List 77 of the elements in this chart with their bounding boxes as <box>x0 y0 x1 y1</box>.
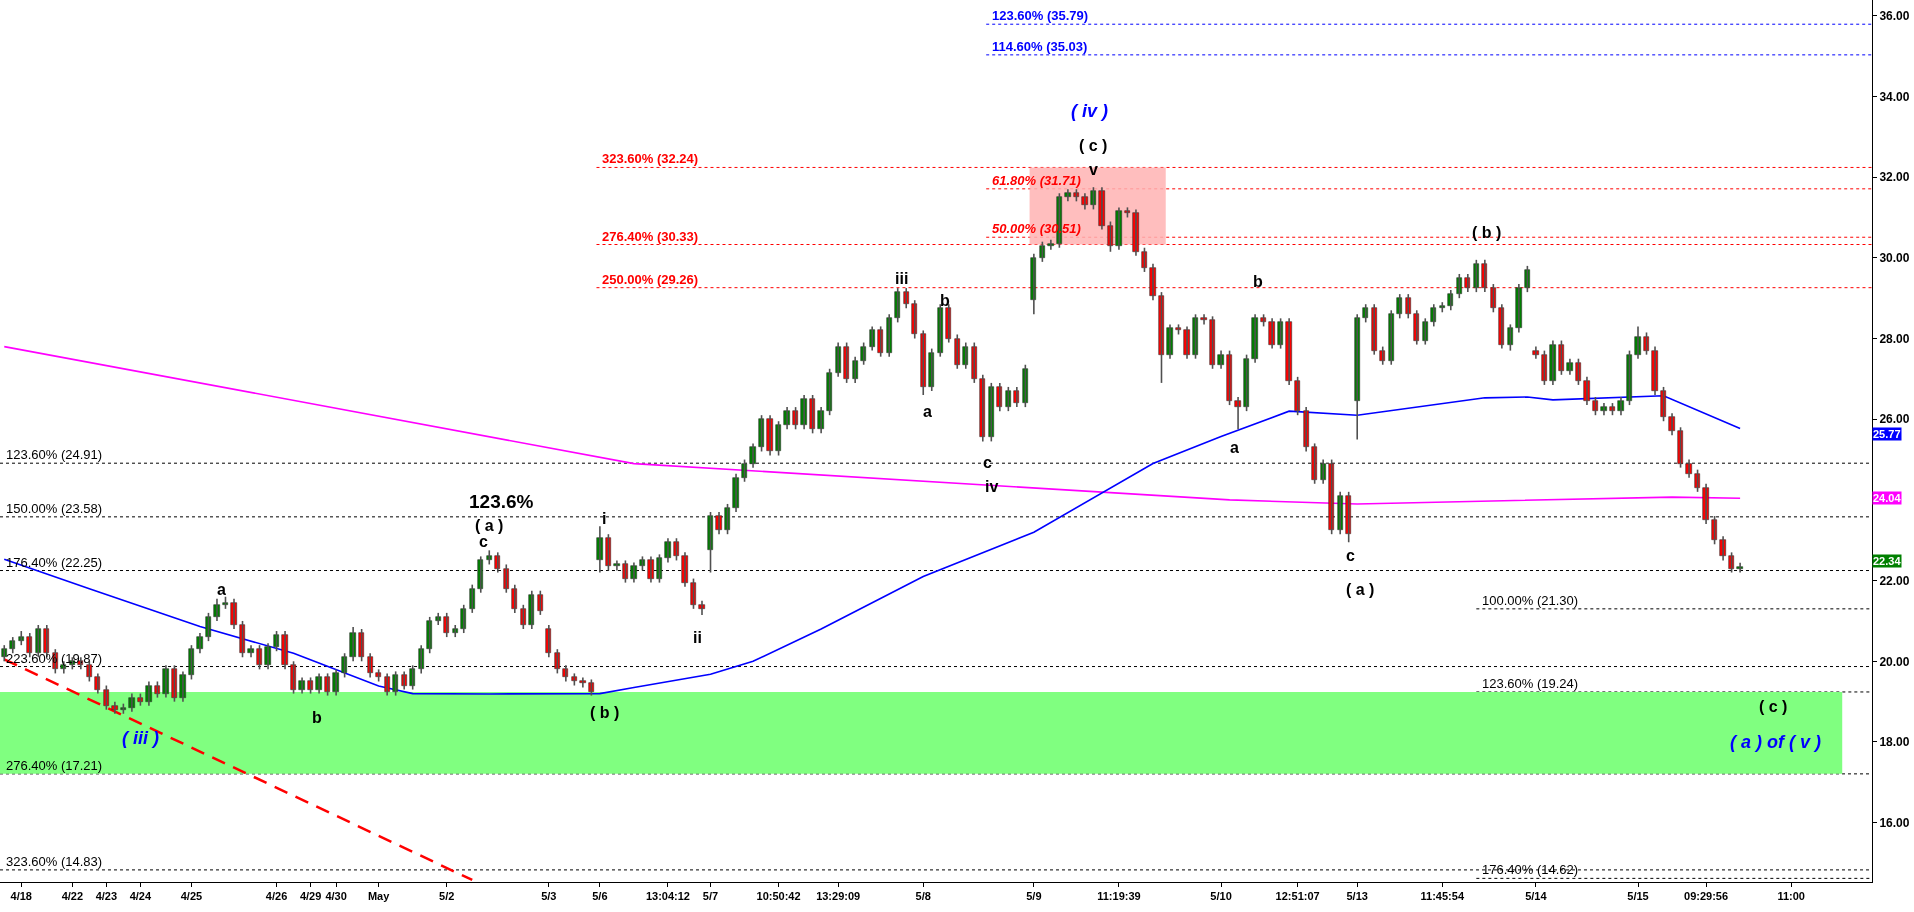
y-tick-label: 20.00 <box>1879 654 1910 669</box>
ref-line-label: 150.00% (23.58) <box>6 501 103 516</box>
x-tick-label: 13:04:12 <box>645 890 690 903</box>
annotation: ( c ) <box>1079 137 1108 154</box>
y-tick-label: 34.00 <box>1879 89 1910 104</box>
text: 22.34 <box>1873 555 1902 567</box>
annotation: b <box>312 709 322 726</box>
y-tick-label: 22.00 <box>1879 573 1910 588</box>
ref-line-label: 276.40% (30.33) <box>602 229 699 244</box>
ref-line-label: 123.60% (35.79) <box>992 8 1089 23</box>
annotation: ( a ) of ( v ) <box>1730 732 1821 752</box>
y-tick-label: 28.00 <box>1879 331 1910 346</box>
annotation: a <box>217 581 226 598</box>
x-tick-label: 5/8 <box>915 890 931 903</box>
x-tick-label: 4/26 <box>265 890 288 903</box>
x-tick-label: 4/24 <box>129 890 152 903</box>
y-tick-label: 36.00 <box>1879 8 1910 23</box>
annotation: 123.6% <box>469 491 534 512</box>
y-tick-label: 16.00 <box>1879 815 1910 830</box>
ref-line-label: 114.60% (35.03) <box>992 39 1088 54</box>
annotation: ( iii ) <box>122 728 159 748</box>
x-tick-label: 5/3 <box>541 890 557 903</box>
ref-line-label: 250.00% (29.26) <box>602 272 699 287</box>
y-tick-label: 26.00 <box>1879 412 1910 427</box>
annotation: ( b ) <box>1472 224 1502 241</box>
annotation: b <box>1253 273 1263 290</box>
annotation: ii <box>693 629 702 646</box>
annotation: ( a ) <box>1346 581 1375 598</box>
ref-line-label: 123.60% (24.91) <box>6 447 103 462</box>
x-tick-label: 5/2 <box>439 890 455 903</box>
annotation: b <box>940 292 950 309</box>
ref-line-label: 176.40% (22.25) <box>6 555 103 570</box>
annotation: v <box>1089 161 1098 178</box>
annotation: ( b ) <box>590 704 620 721</box>
annotation: c <box>1346 547 1355 564</box>
ref-line-label: 176.40% (14.62) <box>1482 862 1579 877</box>
y-tick-label: 32.00 <box>1879 170 1910 185</box>
x-tick-label: 5/7 <box>702 890 719 903</box>
x-tick-label: 12:51:07 <box>1275 890 1320 903</box>
text: 25.77 <box>1873 428 1901 440</box>
x-tick-label: 4/29 <box>299 890 322 903</box>
text: 24.04 <box>1873 492 1902 504</box>
ref-line-label: 323.60% (32.24) <box>602 151 699 166</box>
annotation: ( a ) <box>475 517 504 534</box>
x-tick-label: 11:00 <box>1777 890 1805 903</box>
annotation: c <box>479 533 488 550</box>
ref-line-label: 323.60% (14.83) <box>6 854 103 869</box>
x-tick-label: 11:19:39 <box>1097 890 1141 903</box>
y-tick-label: 30.00 <box>1879 251 1910 266</box>
x-tick-label: 13:29:09 <box>816 890 861 903</box>
x-tick-label: 4/25 <box>180 890 203 903</box>
x-tick-label: May <box>367 890 391 903</box>
x-tick-label: 4/22 <box>61 890 84 903</box>
x-tick-label: 5/6 <box>592 890 608 903</box>
annotation: a <box>923 403 932 420</box>
annotation: c <box>983 454 992 471</box>
x-tick-label: 5/10 <box>1210 890 1232 903</box>
x-tick-label: 5/15 <box>1627 890 1649 903</box>
x-tick-label: 11:45:54 <box>1420 890 1465 903</box>
x-tick-label: 4/18 <box>10 890 32 903</box>
annotation: i <box>602 510 607 527</box>
annotation: a <box>1230 439 1239 456</box>
x-tick-label: 5/13 <box>1346 890 1368 903</box>
annotation: ( iv ) <box>1071 101 1109 121</box>
ref-line-label: 276.40% (17.21) <box>6 758 103 773</box>
ref-line-label: 123.60% (19.24) <box>1482 676 1579 691</box>
x-tick-label: 4/30 <box>325 890 347 903</box>
x-tick-label: 10:50:42 <box>756 890 801 903</box>
x-tick-label: 5/9 <box>1026 890 1042 903</box>
y-tick-label: 18.00 <box>1879 735 1910 750</box>
x-tick-label: 5/14 <box>1525 890 1548 903</box>
x-tick-label: 09:29:56 <box>1684 890 1729 903</box>
x-tick-label: 4/23 <box>95 890 118 903</box>
annotation: iii <box>895 270 909 287</box>
annotation: ( c ) <box>1759 698 1788 715</box>
ref-line-label: 61.80% (31.71) <box>992 173 1081 188</box>
ref-line-label: 100.00% (21.30) <box>1482 593 1579 608</box>
